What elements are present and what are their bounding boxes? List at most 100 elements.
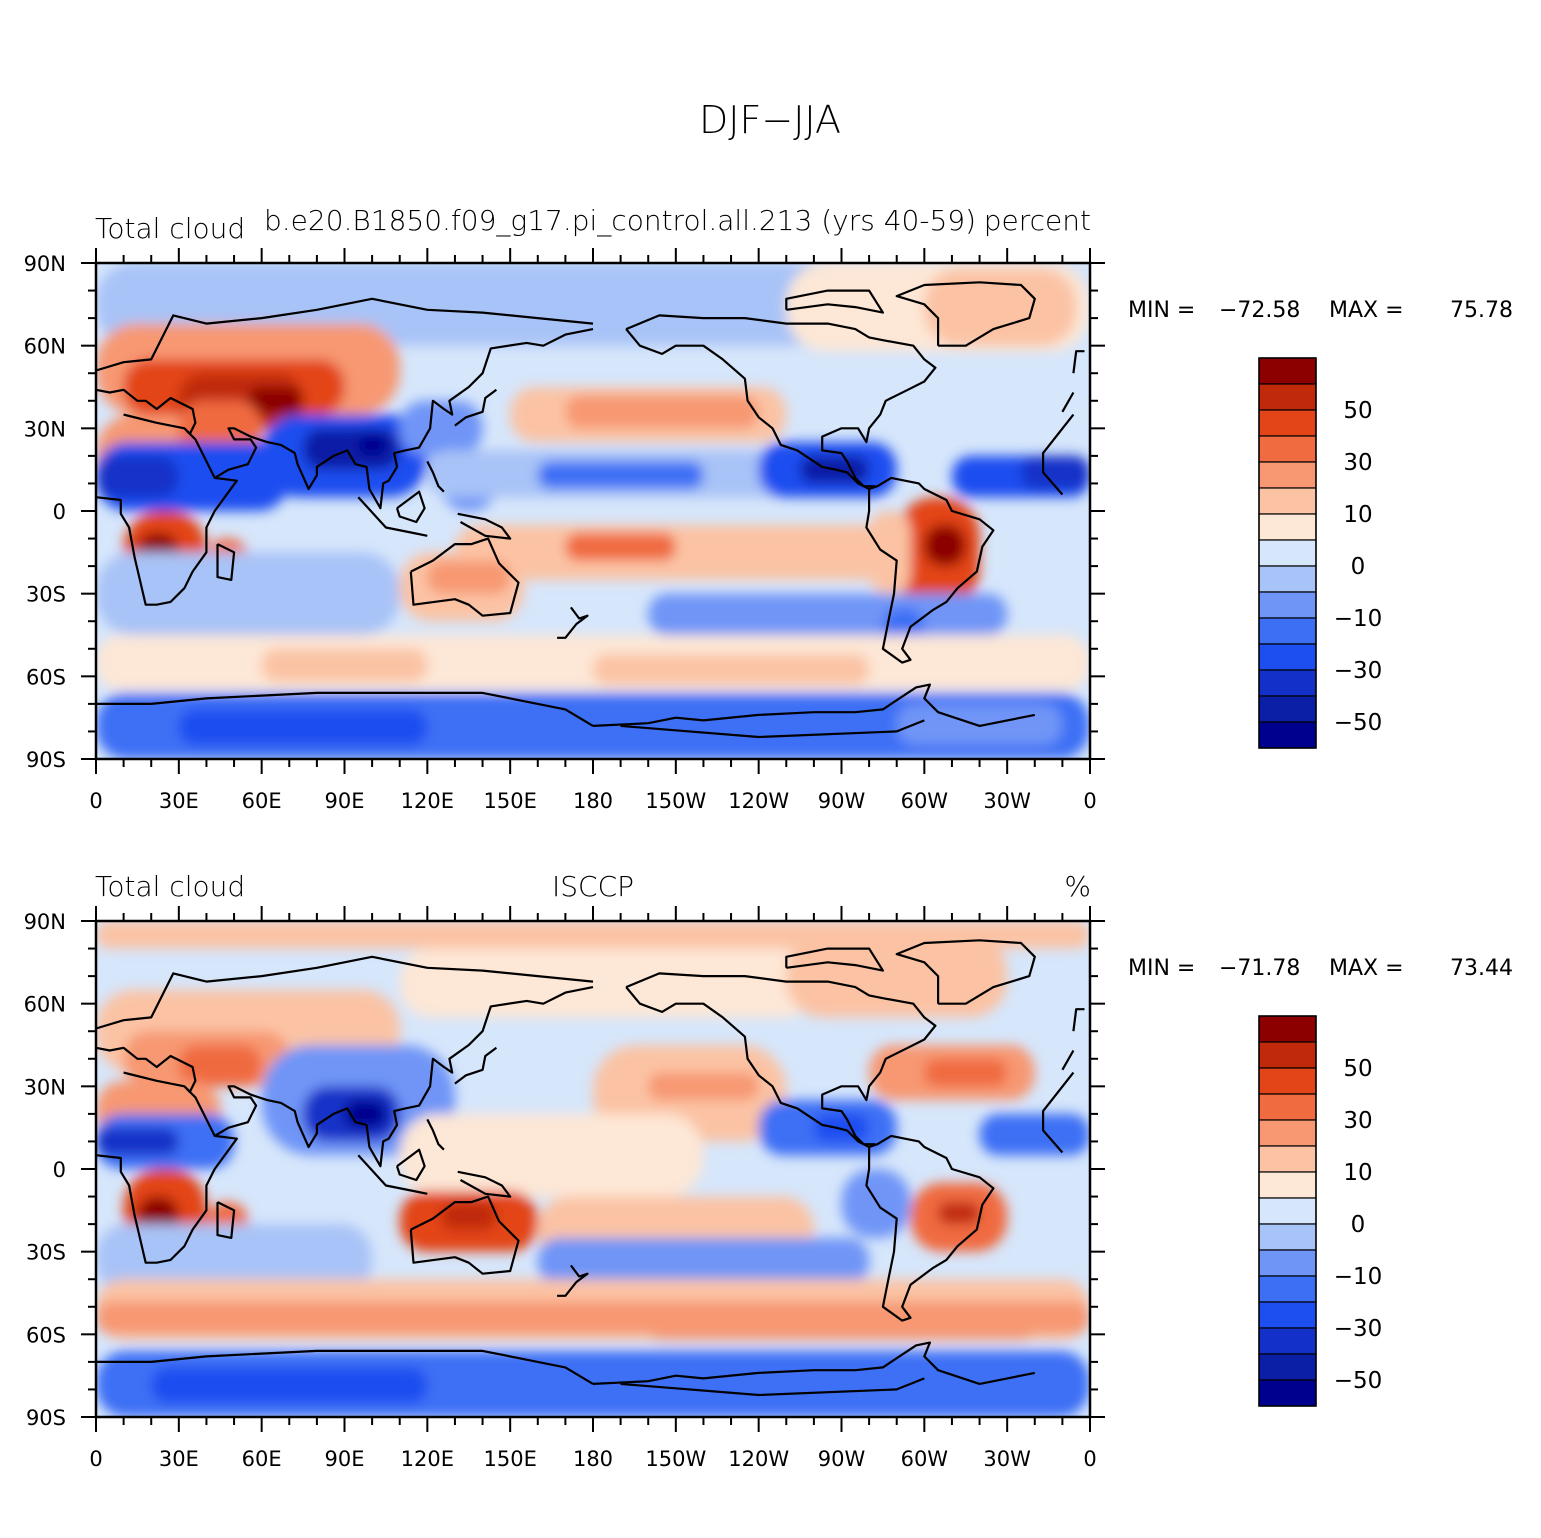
y-tick-label: 30N xyxy=(24,417,66,441)
coastline xyxy=(454,388,498,427)
colorbar-box xyxy=(1258,1171,1317,1199)
x-tick-label: 0 xyxy=(1083,789,1096,813)
min-value-bottom: −71.78 xyxy=(1219,956,1300,981)
panel-top-title-center: b.e20.B1850.f09_g17.pi_control.all.213 (… xyxy=(264,204,976,238)
min-label-bottom: MIN = xyxy=(1128,956,1195,981)
coastline xyxy=(620,719,925,739)
colorbar-bottom: 50 30 10 0 −10 −30 −50 xyxy=(1258,1015,1383,1407)
max-label-bottom: MAX = xyxy=(1329,956,1404,981)
field-cell xyxy=(399,948,814,1018)
field-cell xyxy=(247,387,304,415)
colorbar-top: 50 30 10 0 −10 −30 −50 xyxy=(1258,357,1383,749)
field-cell xyxy=(441,1202,497,1230)
field-cell xyxy=(938,1202,980,1225)
coastline xyxy=(457,512,512,540)
y-tick-label: 60S xyxy=(26,665,66,689)
field-cell xyxy=(399,1113,704,1197)
coastline xyxy=(96,691,594,727)
coastline xyxy=(95,388,197,435)
colorbar-label: 30 xyxy=(1343,450,1372,476)
colorbar-box xyxy=(1258,1379,1317,1407)
field-cell xyxy=(96,552,400,635)
field-cell xyxy=(178,709,428,746)
x-tick-labels-top: 0 30E 60E 90E 120E 150E 180 150W 120W 90W 60W 30W 0 xyxy=(89,789,1096,813)
field-cell xyxy=(427,560,511,594)
x-tick-label: 120W xyxy=(728,789,789,813)
field-cell xyxy=(813,1113,870,1142)
x-tick-label: 0 xyxy=(89,789,102,813)
coastline xyxy=(592,1341,1036,1386)
field-cell xyxy=(261,648,428,682)
y-tick-label: 90S xyxy=(26,1406,66,1430)
field-cell xyxy=(151,1367,428,1404)
panel-top-title-right: percent xyxy=(984,204,1091,237)
y-tick-label: 30S xyxy=(26,583,66,607)
x-tick-label: 30E xyxy=(159,1447,199,1471)
field-cell xyxy=(565,725,814,759)
y-tick-label: 0 xyxy=(53,500,66,524)
colorbar-box xyxy=(1258,1275,1317,1303)
field-cell xyxy=(924,524,966,567)
coastline xyxy=(214,328,594,510)
colorbar-box xyxy=(1258,1249,1317,1277)
field-cell xyxy=(399,400,483,456)
coastline xyxy=(426,1118,445,1151)
colorbar-box xyxy=(1258,1353,1317,1381)
x-tick-label: 60E xyxy=(242,789,282,813)
coastline xyxy=(895,939,1036,1005)
x-tick-label: 120E xyxy=(401,789,454,813)
coastline xyxy=(592,683,1036,728)
map-field-bottom xyxy=(96,921,1090,1417)
field-cell xyxy=(565,395,759,429)
colorbar-label: −50 xyxy=(1334,1368,1383,1394)
coastline xyxy=(557,1264,589,1297)
coastlines-top xyxy=(95,281,1085,739)
panel-bottom-title-center: ISCCP xyxy=(552,870,634,903)
x-tick-label: 30E xyxy=(159,789,199,813)
coastline xyxy=(95,955,594,1030)
x-tick-label: 30W xyxy=(983,1447,1031,1471)
panel-top: Total cloud b.e20.B1850.f09_g17.pi_contr… xyxy=(24,204,1513,813)
colorbar-frame xyxy=(1258,357,1317,749)
panel-bottom-title-left: Total cloud xyxy=(95,870,245,903)
field-cell xyxy=(565,533,676,561)
colorbar-box xyxy=(1258,487,1317,515)
panel-bottom-title-right: % xyxy=(1064,870,1091,903)
coastline xyxy=(625,972,937,1149)
field-cell xyxy=(593,654,870,685)
coastline xyxy=(395,1148,426,1182)
coastline xyxy=(785,947,885,972)
x-tick-label: 0 xyxy=(1083,1447,1096,1471)
x-tick-labels-bottom: 0 30E 60E 90E 120E 150E 180 150W 120W 90W 60W 30W 0 xyxy=(89,1447,1096,1471)
coastline xyxy=(454,1046,498,1085)
coastline xyxy=(95,1088,238,1264)
field-cell xyxy=(648,1072,759,1101)
coastline xyxy=(1041,413,1075,496)
coastline xyxy=(1072,350,1085,374)
colorbar-label: −10 xyxy=(1334,1264,1383,1290)
colorbar-box xyxy=(1258,643,1317,671)
x-tick-label: 90W xyxy=(818,1447,866,1471)
x-tick-label: 60W xyxy=(901,1447,949,1471)
colorbar-box xyxy=(1258,383,1317,411)
colorbar-box xyxy=(1258,409,1317,437)
coastline xyxy=(785,289,885,314)
coastline xyxy=(395,490,426,524)
y-tick-label: 60N xyxy=(24,335,66,359)
colorbar-frame xyxy=(1258,1015,1317,1407)
axis-ticks-bottom xyxy=(81,906,1105,1432)
colorbar-label: 50 xyxy=(1343,1056,1372,1082)
coastline xyxy=(214,986,594,1168)
colorbar-label: −10 xyxy=(1334,606,1383,632)
field-cell xyxy=(178,1045,262,1087)
field-cell xyxy=(96,1224,373,1293)
y-tick-labels-top: 90N 60N 30N 0 30S 60S 90S xyxy=(24,252,66,772)
field-cell xyxy=(454,524,897,580)
x-tick-label: 90W xyxy=(818,789,866,813)
coastline xyxy=(216,543,236,582)
field-cell xyxy=(924,268,1077,346)
colorbar-box xyxy=(1258,565,1317,593)
max-value-top: 75.78 xyxy=(1450,298,1513,323)
colorbar-label: 30 xyxy=(1343,1108,1372,1134)
